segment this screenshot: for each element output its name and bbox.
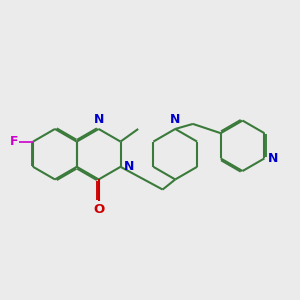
Text: N: N xyxy=(124,160,134,173)
Text: N: N xyxy=(94,113,104,126)
Text: O: O xyxy=(93,203,104,216)
Text: N: N xyxy=(170,112,180,126)
Text: F: F xyxy=(10,135,18,148)
Text: N: N xyxy=(268,152,278,165)
